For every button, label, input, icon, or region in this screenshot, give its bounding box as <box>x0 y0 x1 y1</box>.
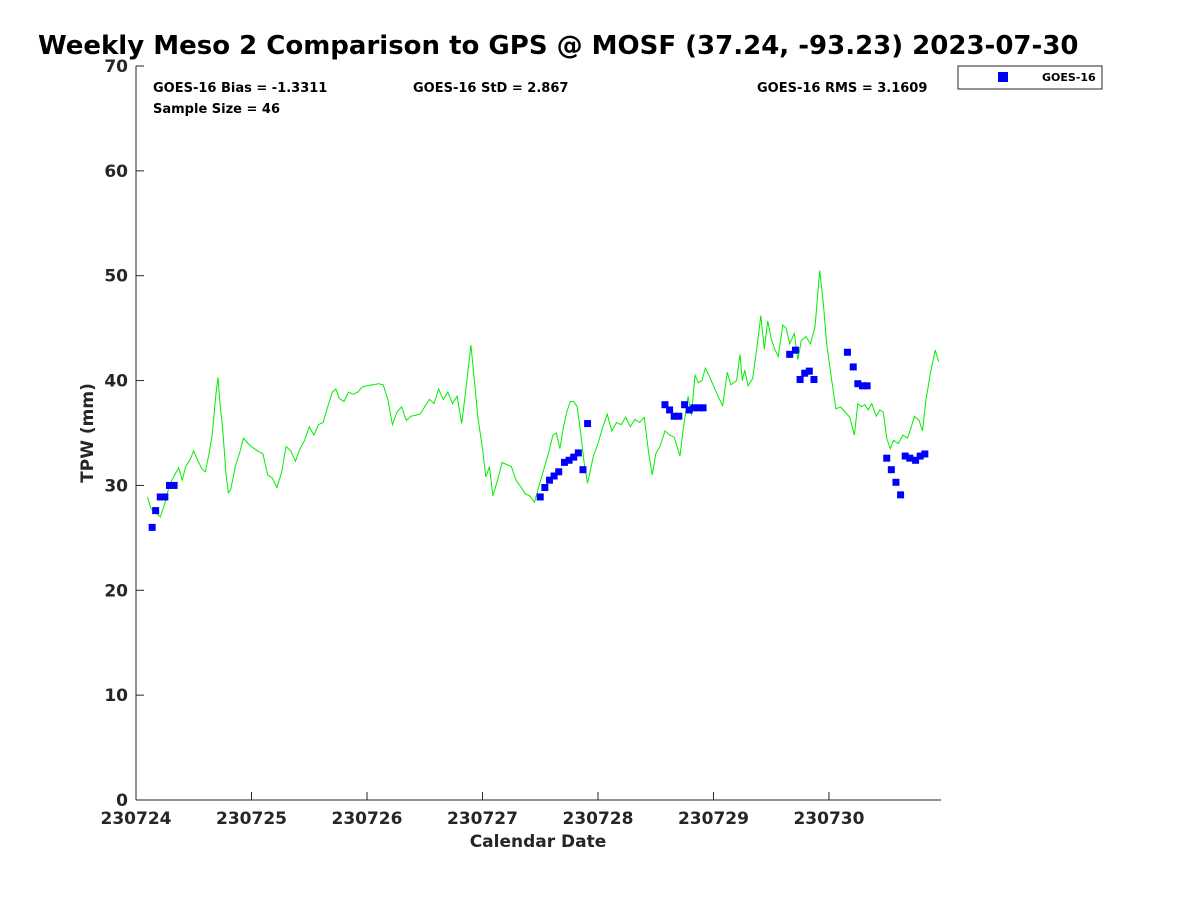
goes16-point <box>541 484 549 492</box>
x-tick-label: 230725 <box>216 809 287 829</box>
goes16-point <box>170 481 178 489</box>
y-tick-label: 50 <box>104 267 128 287</box>
goes16-point <box>584 420 592 428</box>
stat-bias: GOES-16 Bias = -1.3311 <box>153 81 327 96</box>
goes16-point <box>786 350 794 358</box>
goes16-point <box>661 401 669 409</box>
y-axis-label: TPW (mm) <box>78 383 98 483</box>
legend-marker-goes16 <box>998 72 1008 82</box>
goes16-point <box>152 507 160 515</box>
y-tick-label: 20 <box>104 581 128 601</box>
goes16-point <box>565 456 573 464</box>
chart-title: Weekly Meso 2 Comparison to GPS @ MOSF (… <box>38 31 1079 61</box>
goes16-point <box>883 454 891 462</box>
stat-sample-size: Sample Size = 46 <box>153 102 280 117</box>
goes16-series <box>148 346 929 531</box>
goes16-point <box>810 376 818 384</box>
goes16-point <box>560 458 568 466</box>
goes16-point <box>892 478 900 486</box>
legend: GOES-16 <box>957 65 1103 90</box>
goes16-point <box>897 491 905 499</box>
y-tick-label: 60 <box>104 162 128 182</box>
stat-std: GOES-16 StD = 2.867 <box>413 81 568 96</box>
goes16-point <box>156 493 164 501</box>
goes16-point <box>161 493 169 501</box>
plot-area <box>135 66 941 801</box>
y-tick-label: 10 <box>104 686 128 706</box>
x-tick-label: 230724 <box>101 809 172 829</box>
y-tick-label: 70 <box>104 57 128 77</box>
goes16-point <box>901 452 909 460</box>
goes16-point <box>791 346 799 354</box>
goes16-point <box>550 472 558 480</box>
x-axis-label: Calendar Date <box>470 832 607 852</box>
y-tick-label: 0 <box>116 791 128 811</box>
x-ticks: 230724 230725 230726 230727 230728 230729 2307… <box>101 792 865 829</box>
goes16-point <box>906 454 914 462</box>
goes16-point <box>148 523 156 531</box>
goes16-point <box>694 404 702 412</box>
goes16-point <box>843 348 851 356</box>
goes16-point <box>863 382 871 390</box>
legend-box <box>957 65 1103 90</box>
goes16-point <box>545 476 553 484</box>
goes16-point <box>536 493 544 501</box>
goes16-point <box>796 376 804 384</box>
goes16-point <box>670 412 678 420</box>
y-tick-label: 40 <box>104 372 128 392</box>
goes16-point <box>887 466 895 474</box>
goes16-point <box>912 456 920 464</box>
gps-line <box>147 270 940 518</box>
x-tick-label: 230729 <box>678 809 749 829</box>
legend-label-goes16: GOES-16 <box>1042 71 1096 84</box>
x-tick-label: 230728 <box>562 809 633 829</box>
x-tick-label: 230730 <box>793 809 864 829</box>
y-ticks: 0 10 20 30 40 50 60 70 <box>104 57 144 811</box>
goes16-point <box>854 380 862 388</box>
goes16-point <box>666 406 674 414</box>
x-tick-label: 230727 <box>447 809 518 829</box>
goes16-point <box>555 468 563 476</box>
goes16-point <box>849 363 857 371</box>
goes16-point <box>681 401 689 409</box>
goes16-point <box>570 453 578 461</box>
goes16-point <box>699 404 707 412</box>
gps-series <box>147 270 940 518</box>
goes16-point <box>858 382 866 390</box>
goes16-point <box>685 406 693 414</box>
goes16-point <box>801 369 809 377</box>
goes16-point <box>579 466 587 474</box>
goes16-point <box>675 412 683 420</box>
goes16-point <box>805 367 813 375</box>
goes16-point <box>574 449 582 457</box>
goes16-point <box>921 450 929 458</box>
y-tick-label: 30 <box>104 476 128 496</box>
goes16-point <box>165 481 173 489</box>
stat-rms: GOES-16 RMS = 3.1609 <box>757 81 927 96</box>
goes16-point <box>916 452 924 460</box>
goes16-point <box>690 404 698 412</box>
x-tick-label: 230726 <box>331 809 402 829</box>
